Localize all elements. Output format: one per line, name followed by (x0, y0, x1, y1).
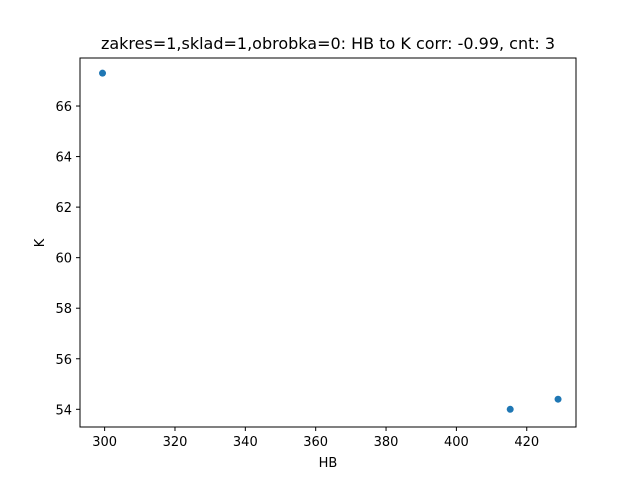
x-axis-label: HB (319, 456, 338, 471)
x-tick-label: 420 (514, 435, 539, 450)
data-point (99, 69, 107, 77)
x-tick-label: 380 (374, 435, 399, 450)
y-tick-label: 54 (55, 403, 72, 418)
chart-title: zakres=1,sklad=1,obrobka=0: HB to K corr… (101, 34, 555, 53)
y-tick-label: 66 (55, 100, 72, 115)
x-axis: 300 320 340 360 380 400 420 (92, 427, 539, 450)
data-point (554, 395, 562, 403)
data-points (99, 69, 562, 413)
x-tick-label: 300 (92, 435, 117, 450)
y-axis: 54 56 58 60 62 64 66 (55, 100, 80, 418)
y-tick-label: 56 (55, 353, 72, 368)
y-tick-label: 60 (55, 252, 72, 267)
y-tick-label: 62 (55, 201, 72, 216)
x-tick-label: 340 (233, 435, 258, 450)
y-axis-label: K (33, 238, 48, 247)
y-tick-label: 64 (55, 151, 72, 166)
data-point (506, 405, 514, 413)
x-tick-label: 360 (303, 435, 328, 450)
plot-area (79, 57, 577, 428)
y-tick-label: 58 (55, 302, 72, 317)
x-tick-label: 400 (444, 435, 469, 450)
x-tick-label: 320 (163, 435, 188, 450)
